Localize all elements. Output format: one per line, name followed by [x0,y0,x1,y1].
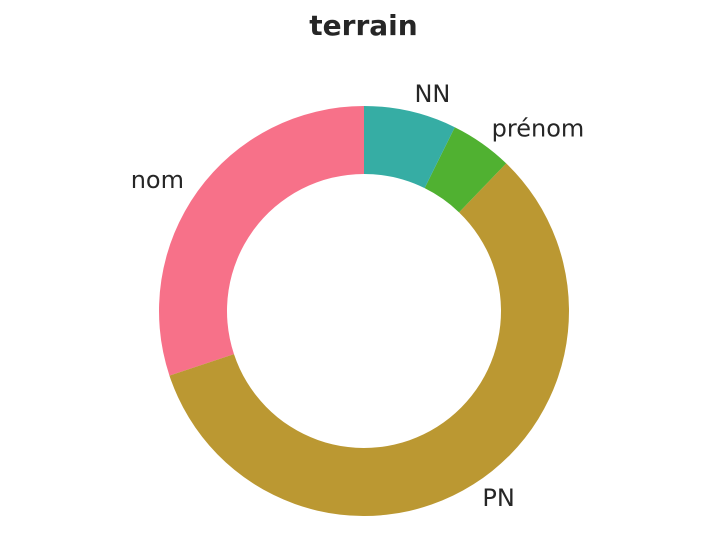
slice-pn [169,163,569,516]
slice-label-nom: nom [131,166,184,194]
slices-layer [158,106,569,516]
slice-label-nn: NN [414,80,450,108]
slice-label-pn: PN [482,484,514,512]
slice-nom [158,106,364,376]
labels-layer: nom PN prénom NN [131,80,585,512]
slice-nn [364,106,455,189]
slice-prenom [424,127,507,213]
slice-label-prenom: prénom [492,114,585,142]
chart-title: terrain [309,9,418,42]
